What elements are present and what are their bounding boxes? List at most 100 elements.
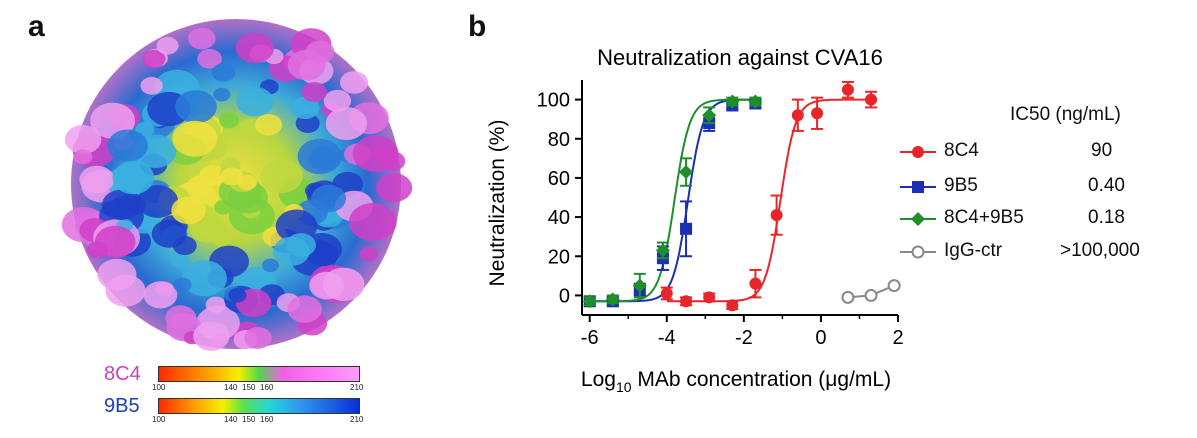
density-blob	[235, 32, 274, 64]
y-axis-label: Neutralization (%)	[486, 120, 509, 287]
density-blob	[260, 159, 303, 194]
point-igg-ctr	[887, 279, 901, 293]
point-8c4	[660, 287, 673, 300]
density-blob	[228, 287, 247, 303]
legend-name-8c4-9b5: 8C4+9B5	[944, 207, 1024, 228]
x-axis-label-prefix: Log	[581, 368, 616, 391]
density-blob	[151, 219, 187, 248]
scale-8c4-tick-100: 100	[152, 383, 166, 392]
point-8c4-9b5	[748, 94, 763, 109]
scale-8c4-tick-160: 160	[260, 383, 274, 392]
density-blob	[97, 258, 137, 291]
density-blob	[348, 202, 397, 242]
density-blob	[73, 149, 93, 165]
legend-ic50-igg-ctr: >100,000	[1060, 240, 1140, 261]
scale-9b5-tick-150: 150	[242, 415, 256, 424]
point-9b5	[680, 222, 693, 235]
density-blob	[107, 129, 148, 162]
density-blob	[380, 151, 406, 171]
density-blob	[213, 87, 231, 102]
density-blob	[86, 241, 108, 259]
x-tick-label: -6	[581, 327, 599, 349]
panel-label-b: b	[468, 10, 487, 43]
scale-8c4-tick-210: 210	[350, 383, 364, 392]
point-igg-ctr	[864, 288, 878, 302]
chart-legend: IC50 (ng/mL) 8C4 90 9B5 0.40 8C4+9B5 0.1…	[898, 104, 1188, 274]
legend-header: IC50 (ng/mL)	[1010, 104, 1121, 125]
legend-name-igg-ctr: IgG-ctr	[944, 240, 1003, 261]
point-8c4-9b5	[582, 294, 597, 309]
point-8c4	[770, 209, 783, 222]
scale-9b5-label: 9B5	[104, 395, 140, 417]
density-blob	[102, 189, 140, 220]
scale-9b5-tick-160: 160	[260, 415, 274, 424]
density-blob	[171, 196, 206, 225]
virus-surface-blobs	[61, 27, 413, 351]
neutralization-chart: Neutralization against CVA16 02040608010…	[486, 45, 904, 395]
data-points	[582, 80, 901, 312]
scale-8c4-label: 8C4	[104, 363, 141, 385]
chart-axes: 0 20 40 60 80 100 -6 -4 -2 0 2	[537, 80, 904, 349]
scale-8c4-colorbar	[158, 366, 360, 382]
density-blob	[376, 173, 413, 203]
density-blob	[172, 120, 218, 157]
x-axis-label-rest: MAb concentration (μg/mL)	[632, 368, 892, 391]
density-blob	[137, 185, 179, 218]
density-blob	[79, 165, 114, 194]
density-blob	[142, 49, 166, 69]
legend-ic50-8c4-9b5: 0.18	[1088, 207, 1125, 228]
density-blob	[255, 114, 283, 136]
density-blob	[140, 76, 163, 95]
panel-label-a: a	[28, 10, 45, 43]
fit-curve-8c4	[666, 98, 871, 303]
density-blob	[64, 125, 102, 154]
x-tick-label: 0	[815, 327, 826, 349]
point-8c4	[865, 93, 878, 106]
y-tick-label: 0	[559, 285, 570, 307]
point-8c4	[791, 109, 804, 122]
density-blob	[325, 107, 367, 140]
density-blob	[340, 71, 369, 94]
point-8c4-9b5	[702, 108, 717, 123]
fit-curves	[589, 98, 895, 303]
point-8c4-9b5	[725, 94, 740, 109]
density-blob	[211, 63, 236, 82]
legend-name-9b5: 9B5	[944, 175, 978, 196]
density-blob	[236, 86, 274, 117]
point-8c4-9b5	[679, 165, 694, 180]
legend-marker-8c4-9b5	[900, 212, 936, 226]
point-8c4-9b5	[655, 243, 670, 258]
density-blob	[359, 246, 379, 262]
legend-ic50-9b5: 0.40	[1088, 175, 1125, 196]
density-blob	[287, 295, 322, 323]
density-blob	[175, 90, 217, 124]
density-blob	[301, 82, 327, 103]
y-tick-label: 100	[537, 90, 570, 112]
density-blob	[220, 167, 244, 186]
chart-title: Neutralization against CVA16	[597, 45, 883, 70]
fit-curve-8c4-9b5	[589, 98, 756, 303]
density-blob	[165, 305, 197, 330]
y-tick-label: 80	[548, 129, 570, 151]
density-blob	[197, 49, 222, 69]
y-tick-label: 20	[548, 246, 570, 268]
scale-9b5-tick-140: 140	[224, 415, 238, 424]
density-blob	[322, 267, 365, 301]
point-8c4	[703, 291, 716, 304]
point-8c4	[749, 277, 762, 290]
point-8c4	[726, 299, 739, 312]
x-tick-label: 2	[892, 327, 903, 349]
density-blob	[90, 102, 136, 139]
density-blob	[143, 281, 178, 309]
x-axis-label: Log10 MAb concentration (μg/mL)	[581, 368, 891, 395]
legend-marker-8c4	[900, 146, 936, 158]
density-blob	[219, 112, 240, 129]
scale-9b5-tick-210: 210	[350, 415, 364, 424]
density-blob	[291, 96, 320, 120]
virus-density-map	[61, 19, 413, 351]
density-blob	[112, 160, 155, 195]
scale-9b5-colorbar	[158, 398, 360, 414]
density-blob	[244, 327, 272, 349]
density-blob	[273, 236, 310, 266]
x-axis-label-subscript: 10	[616, 379, 632, 395]
